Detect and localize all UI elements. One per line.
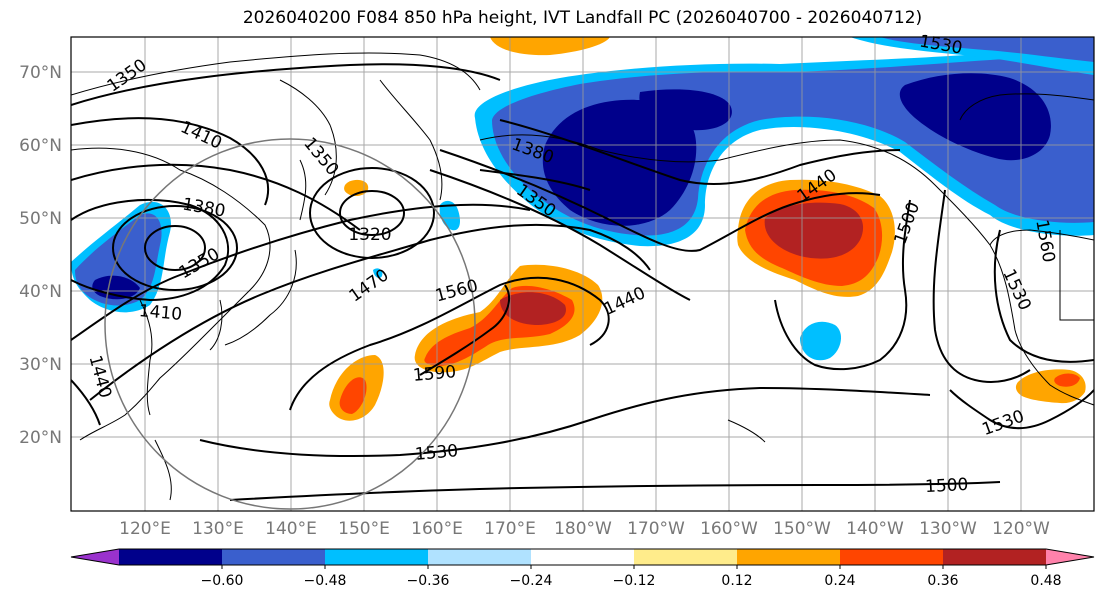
colorbar-outline (70, 548, 1095, 566)
colorbar-extend-low (71, 549, 119, 565)
coastlines (71, 52, 1094, 501)
map-panel (71, 37, 1094, 511)
colorbar-swatch (222, 549, 326, 565)
lon-label: 140°W (846, 519, 904, 539)
lon-label: 130°E (192, 519, 244, 539)
lat-label: 20°N (19, 428, 62, 448)
contour-label: 1320 (348, 225, 391, 245)
contour-label: 1530 (414, 441, 459, 465)
colorbar-tick-label: −0.48 (304, 573, 347, 589)
colorbar: −0.60 −0.48 −0.36 −0.24 −0.12 0.12 0.24 0.36 0.4… (70, 548, 1095, 589)
colorbar-swatch (428, 549, 532, 565)
contour-label: 1410 (138, 301, 183, 325)
colorbar-swatch (943, 549, 1047, 565)
lon-label: 150°W (773, 519, 831, 539)
contour-label: 1500 (925, 475, 969, 497)
colorbar-extend-high (1046, 549, 1094, 565)
lat-label: 70°N (19, 63, 62, 83)
lat-label: 50°N (19, 209, 62, 229)
latitude-labels: 70°N 60°N 50°N 40°N 30°N 20°N (19, 63, 62, 448)
lon-label: 170°W (627, 519, 685, 539)
lon-label: 150°E (338, 519, 390, 539)
colorbar-swatch (634, 549, 738, 565)
lat-label: 60°N (19, 136, 62, 156)
colorbar-tick-label: −0.24 (510, 573, 553, 589)
lon-label: 160°W (700, 519, 758, 539)
lon-label: 160°E (411, 519, 463, 539)
projection-circle (104, 138, 476, 510)
lon-label: 130°W (919, 519, 977, 539)
lat-label: 30°N (19, 355, 62, 375)
colorbar-swatch (737, 549, 841, 565)
colorbar-tick-label: 0.36 (927, 573, 958, 589)
colorbar-tick-label: 0.48 (1030, 573, 1061, 589)
lat-label: 40°N (19, 282, 62, 302)
height-contours (71, 63, 1094, 501)
colorbar-tick-label: −0.36 (407, 573, 450, 589)
lon-label: 170°E (484, 519, 536, 539)
colorbar-swatch (119, 549, 223, 565)
lon-label: 140°E (265, 519, 317, 539)
colorbar-swatch (531, 549, 635, 565)
colorbar-swatch (840, 549, 944, 565)
map-frame (70, 36, 1095, 512)
contour-label: 1590 (412, 362, 457, 386)
colorbar-swatch (325, 549, 429, 565)
map-title: 2026040200 F084 850 hPa height, IVT Land… (242, 8, 923, 28)
colorbar-tick-label: −0.12 (613, 573, 656, 589)
ivt-negative-shading (71, 37, 1094, 361)
lon-label: 180°W (554, 519, 612, 539)
longitude-labels: 120°E 130°E 140°E 150°E 160°E 170°E 180°… (119, 519, 1050, 539)
lon-label: 120°E (119, 519, 171, 539)
colorbar-tick-label: 0.12 (721, 573, 752, 589)
lon-label: 120°W (992, 519, 1050, 539)
colorbar-tick-label: −0.60 (201, 573, 244, 589)
colorbar-tick-label: 0.24 (824, 573, 855, 589)
